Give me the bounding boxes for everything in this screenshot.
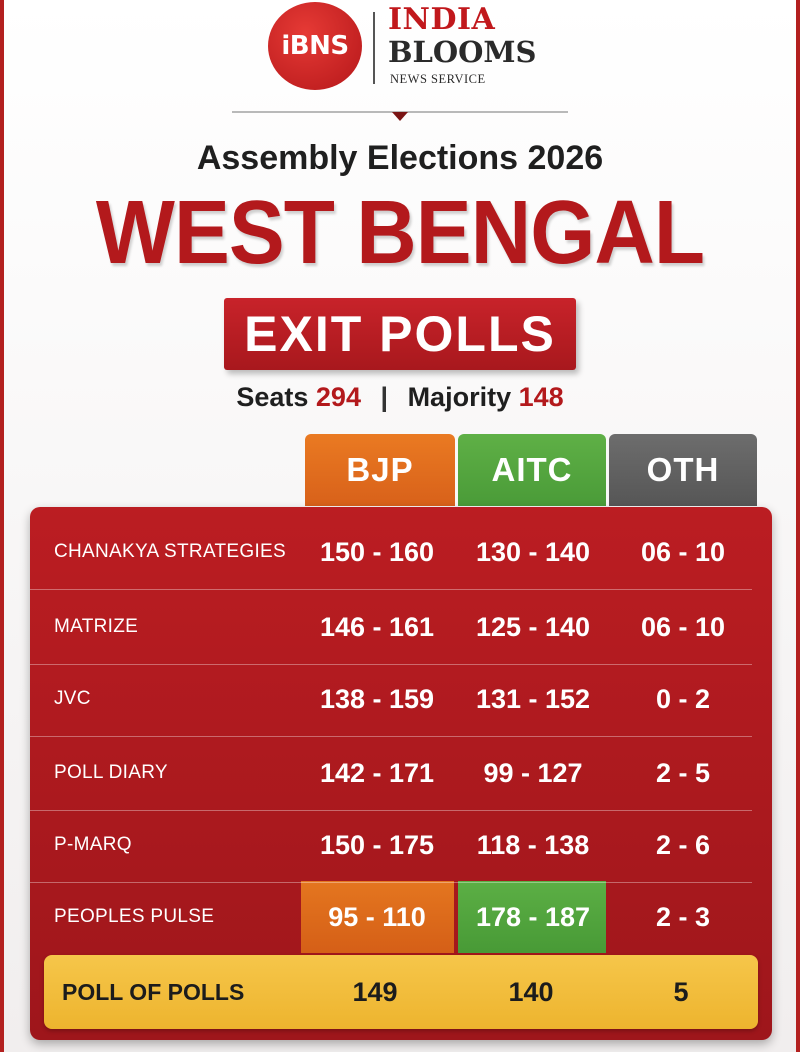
agency-name: CHANAKYA STRATEGIES [54, 541, 286, 562]
table-row: P-MARQ 150 - 175 118 - 138 2 - 6 [30, 808, 752, 883]
aitc-seats: 131 - 152 [475, 683, 591, 714]
poll-of-polls-label: POLL OF POLLS [62, 979, 245, 1005]
majority-label: Majority [407, 382, 512, 412]
oth-seats: 0 - 2 [655, 683, 711, 714]
poll-of-polls-oth: 5 [673, 977, 689, 1007]
poll-of-polls-row: POLL OF POLLS 149 140 5 [44, 955, 758, 1029]
aitc-seats: 178 - 187 [475, 901, 591, 932]
bjp-seats: 150 - 160 [319, 536, 435, 567]
bjp-seats: 95 - 110 [328, 901, 426, 932]
table-row: POLL DIARY 142 - 171 99 - 127 2 - 5 [30, 736, 752, 811]
seats-value: 294 [315, 382, 361, 412]
party-label-aitc: AITC [491, 451, 573, 488]
table-row: JVC 138 - 159 131 - 152 0 - 2 [30, 662, 752, 737]
party-label-oth: OTH [646, 451, 720, 488]
highlight-cell-aitc [458, 881, 606, 953]
ibns-logo: iBNS [268, 2, 362, 90]
brand-name-india: INDIA [388, 2, 496, 37]
oth-seats: 2 - 6 [655, 829, 711, 860]
oth-seats: 2 - 5 [655, 757, 711, 788]
party-label-bjp: BJP [346, 451, 414, 488]
seats-label: Seats [236, 382, 309, 412]
agency-name: JVC [54, 688, 91, 709]
seats-majority-line: Seats 294 | Majority 148 [0, 382, 800, 413]
bjp-seats: 146 - 161 [319, 611, 435, 642]
logo-divider [373, 12, 375, 84]
highlight-cell-bjp [301, 881, 454, 953]
brand-name-blooms: BLOOMS [388, 35, 537, 69]
party-header-oth: OTH [609, 434, 757, 506]
oth-seats: 06 - 10 [640, 611, 726, 642]
page-title: WEST BENGAL [95, 183, 705, 283]
table-row: MATRIZE 146 - 161 125 - 140 06 - 10 [30, 590, 752, 665]
exit-polls-label: EXIT POLLS [244, 306, 556, 362]
exit-polls-banner: EXIT POLLS [224, 298, 576, 370]
bjp-seats: 150 - 175 [319, 829, 435, 860]
poll-of-polls-aitc: 140 [508, 977, 554, 1007]
aitc-seats: 130 - 140 [475, 536, 591, 567]
aitc-seats: 118 - 138 [476, 829, 590, 860]
table-row: PEOPLES PULSE 95 - 110 178 - 187 2 - 3 [30, 880, 752, 954]
majority-value: 148 [518, 382, 564, 412]
poll-of-polls-bjp: 149 [352, 977, 398, 1007]
table-row: CHANAKYA STRATEGIES 150 - 160 130 - 140 … [30, 515, 752, 590]
oth-seats: 06 - 10 [640, 536, 726, 567]
aitc-seats: 125 - 140 [475, 611, 591, 642]
brand-tagline: NEWS SERVICE [390, 72, 486, 86]
agency-name: P-MARQ [54, 834, 132, 855]
oth-seats: 2 - 3 [655, 901, 711, 932]
page-subtitle: Assembly Elections 2026 [196, 139, 604, 177]
agency-name: POLL DIARY [54, 762, 168, 783]
aitc-seats: 99 - 127 [483, 757, 583, 788]
header-notch-icon [392, 112, 408, 121]
party-header-aitc: AITC [458, 434, 606, 506]
logo-text: iBNS [281, 31, 349, 61]
seats-separator: | [380, 382, 389, 412]
bjp-seats: 138 - 159 [319, 683, 435, 714]
bjp-seats: 142 - 171 [319, 757, 435, 788]
party-header-bjp: BJP [305, 434, 455, 506]
agency-name: PEOPLES PULSE [54, 906, 215, 927]
agency-name: MATRIZE [54, 616, 139, 637]
